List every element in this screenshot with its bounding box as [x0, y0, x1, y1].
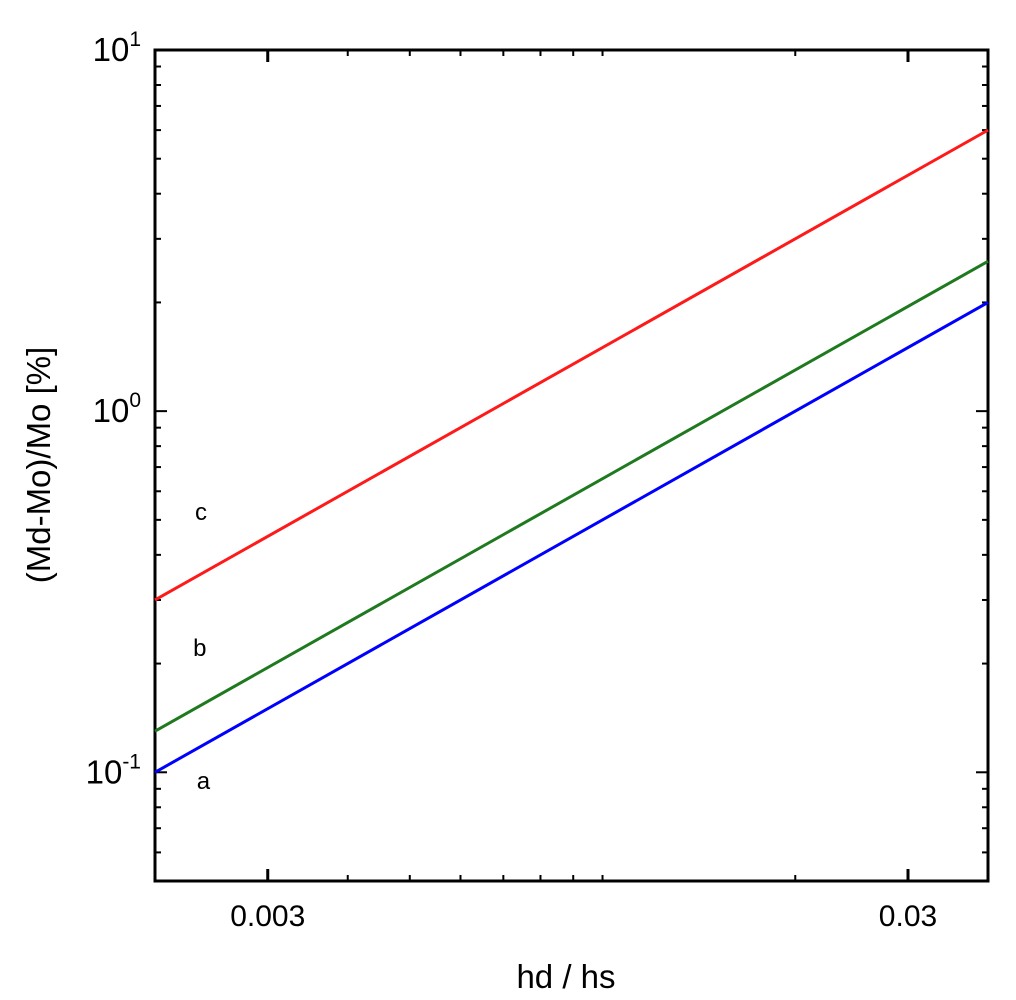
y-tick-label: 10-1: [86, 750, 141, 790]
y-tick-label: 100: [93, 389, 141, 429]
x-tick-label: 0.003: [230, 900, 305, 933]
curve-label-b: b: [193, 635, 206, 662]
curve-label-c: c: [195, 499, 207, 526]
plot-frame: [153, 48, 990, 883]
series-lines: [154, 128, 989, 774]
y-tick-label: 101: [93, 28, 141, 68]
series-line-b: [154, 259, 989, 733]
x-axis-title: hd / hs: [516, 958, 615, 995]
series-line-a: [154, 301, 989, 774]
y-axis-title: (Md-Mo)/Mo [%]: [20, 347, 57, 584]
series-line-c: [154, 128, 989, 602]
curve-labels: a b c: [193, 499, 211, 795]
x-tick-label: 0.03: [879, 900, 937, 933]
curve-label-a: a: [197, 768, 211, 795]
axis-ticks: [154, 49, 989, 882]
tick-labels: 0.003 0.03 10-1 100 101: [86, 28, 938, 933]
